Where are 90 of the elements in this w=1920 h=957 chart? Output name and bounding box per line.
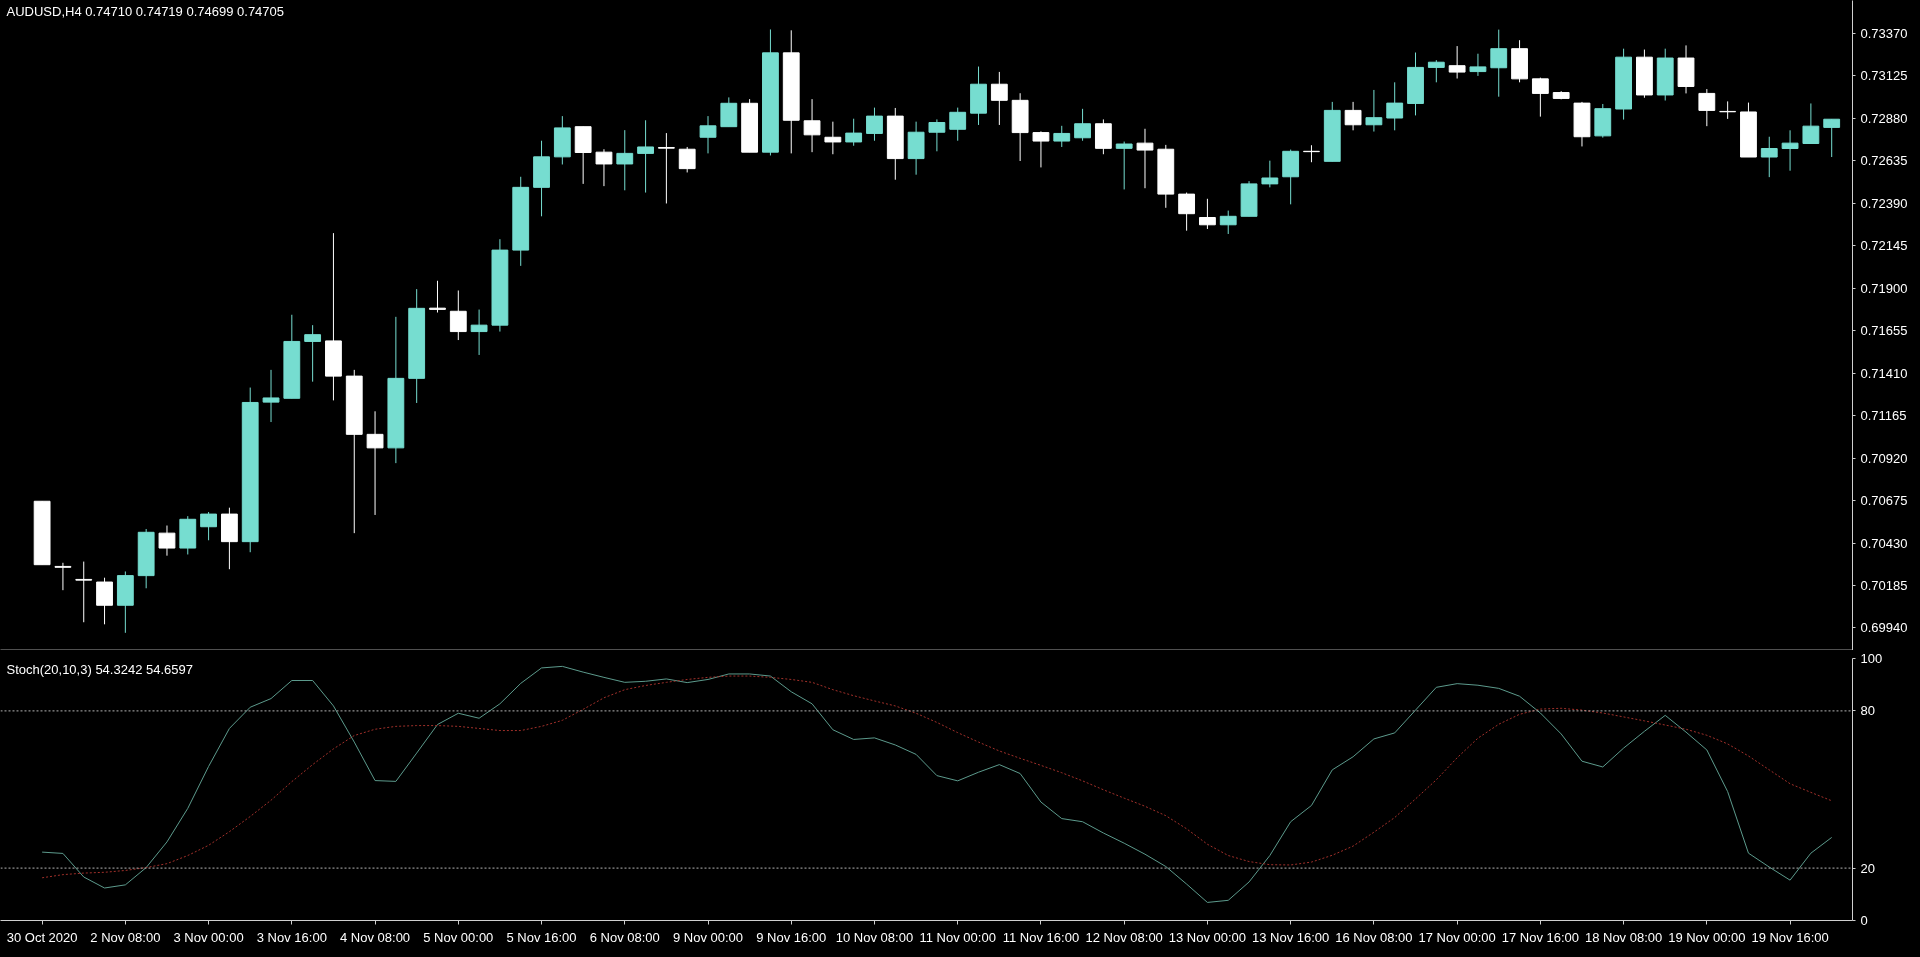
y-tick-label: 0.70675 (1860, 493, 1908, 509)
x-tick-label: 13 Nov 16:00 (1251, 929, 1330, 945)
candlestick (1823, 118, 1841, 158)
candlestick (637, 119, 654, 194)
candlestick (866, 107, 883, 142)
candlestick (1219, 210, 1237, 235)
y-tick-label: 80 (1860, 703, 1875, 719)
x-tick-label: 5 Nov 16:00 (506, 929, 577, 945)
y-tick-label: 0 (1860, 913, 1868, 928)
candlestick (54, 562, 72, 591)
x-tick-label: 6 Nov 08:00 (589, 929, 660, 945)
y-tick-label: 0.71410 (1860, 365, 1908, 381)
y-tick-label: 0.71655 (1860, 323, 1908, 339)
candlestick (262, 369, 280, 423)
candlestick (1448, 45, 1466, 79)
candlestick (366, 410, 384, 516)
y-tick-label: 100 (1860, 651, 1883, 666)
chart-title: AUDUSD,H4 0.74710 0.74719 0.74699 0.74705 (6, 3, 285, 19)
candlestick (678, 146, 696, 173)
y-tick-label: 20 (1860, 860, 1875, 876)
y-tick-label: 0.72145 (1860, 238, 1908, 254)
x-tick-label: 17 Nov 00:00 (1418, 929, 1496, 945)
candlestick (990, 71, 1008, 126)
candlestick (96, 577, 113, 625)
x-tick-label: 18 Nov 08:00 (1584, 929, 1663, 945)
y-tick-label: 0.71165 (1860, 408, 1907, 424)
x-tick-label: 2 Nov 08:00 (90, 929, 161, 945)
candlestick (1427, 59, 1445, 83)
candlestick (699, 115, 717, 154)
candlestick (1760, 136, 1778, 178)
candlestick (803, 98, 821, 153)
x-tick-label: 19 Nov 00:00 (1668, 929, 1746, 945)
y-tick-label: 0.72390 (1860, 195, 1908, 211)
candlestick (1386, 81, 1404, 131)
candlestick (158, 525, 176, 557)
x-tick-label: 5 Nov 00:00 (423, 929, 494, 945)
candlestick (75, 561, 93, 623)
candlestick (1698, 88, 1716, 127)
x-tick-label: 9 Nov 00:00 (672, 929, 744, 945)
candlestick (824, 121, 842, 155)
x-tick-label: 30 Oct 2020 (6, 929, 78, 945)
candlestick (449, 289, 467, 341)
x-tick-label: 9 Nov 16:00 (756, 929, 827, 945)
candlestick (616, 129, 634, 191)
candlestick (429, 280, 446, 313)
candlestick (1802, 102, 1820, 144)
y-tick-label: 0.73370 (1860, 25, 1908, 41)
candlestick (470, 309, 488, 356)
candlestick (1199, 198, 1216, 230)
candlestick (720, 96, 738, 128)
y-tick-label: 0.71900 (1860, 280, 1908, 296)
candlestick (949, 107, 967, 142)
candlestick (1136, 128, 1154, 189)
x-tick-label: 3 Nov 16:00 (256, 929, 327, 945)
candlestick (1053, 125, 1071, 148)
x-tick-label: 17 Nov 16:00 (1501, 929, 1580, 945)
candlestick (1178, 192, 1196, 232)
x-tick-label: 3 Nov 00:00 (173, 929, 244, 945)
candlestick (595, 148, 613, 187)
x-tick-label: 12 Nov 08:00 (1085, 929, 1163, 945)
candlestick (845, 118, 863, 147)
x-tick-label: 4 Nov 08:00 (340, 929, 411, 945)
x-tick-label: 11 Nov 16:00 (1002, 929, 1080, 945)
candlestick (1115, 141, 1133, 190)
candlestick (1261, 160, 1279, 188)
candlestick (304, 324, 322, 383)
x-tick-label: 10 Nov 08:00 (835, 929, 914, 945)
x-tick-label: 13 Nov 00:00 (1168, 929, 1247, 945)
y-tick-label: 0.70185 (1860, 578, 1908, 593)
candlestick (200, 511, 217, 541)
candlestick (1344, 101, 1362, 131)
candlestick (1531, 77, 1549, 118)
y-tick-label: 0.70430 (1860, 535, 1908, 551)
y-tick-label: 0.69940 (1860, 620, 1908, 636)
y-tick-label: 0.73125 (1860, 68, 1908, 84)
candlestick (1074, 108, 1091, 142)
y-tick-label: 0.70920 (1860, 450, 1908, 466)
y-tick-label: 0.72635 (1860, 153, 1908, 169)
x-tick-label: 11 Nov 00:00 (919, 929, 996, 945)
candlestick (1490, 29, 1508, 98)
y-tick-label: 0.72880 (1860, 110, 1908, 126)
x-tick-label: 19 Nov 16:00 (1751, 929, 1829, 945)
candlestick (1469, 53, 1487, 77)
candlestick (1781, 129, 1799, 172)
x-tick-label: 16 Nov 08:00 (1335, 929, 1413, 945)
candlestick (1365, 89, 1383, 133)
candlestick (657, 132, 675, 204)
candlestick (928, 118, 946, 152)
chart-title: Stoch(20,10,3) 54.3242 54.6597 (6, 661, 193, 677)
candlestick (1032, 130, 1050, 168)
